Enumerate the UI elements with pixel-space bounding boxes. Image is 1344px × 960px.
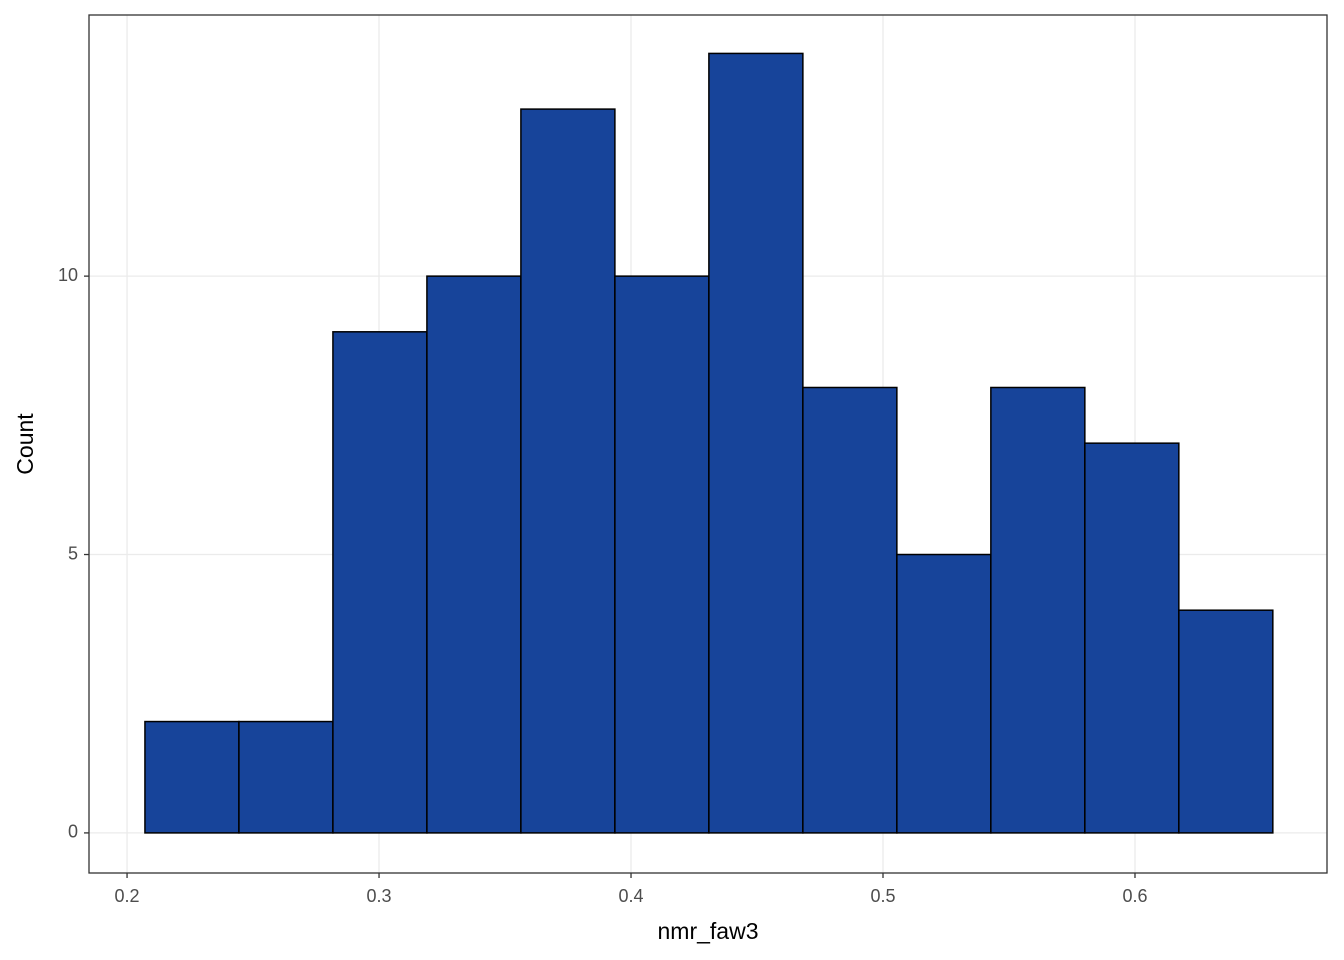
x-tick-label: 0.4 xyxy=(619,886,644,906)
y-tick-label: 10 xyxy=(58,265,78,285)
bar xyxy=(896,553,992,834)
bar xyxy=(708,52,804,834)
y-axis-label: Count xyxy=(12,413,38,475)
y-tick-label: 5 xyxy=(68,543,78,563)
bar xyxy=(990,386,1086,834)
bar xyxy=(614,275,710,834)
bar xyxy=(332,331,428,834)
bar xyxy=(144,720,240,834)
bar xyxy=(426,275,522,834)
bar xyxy=(1084,442,1180,834)
x-tick-label: 0.3 xyxy=(367,886,392,906)
x-tick-label: 0.5 xyxy=(870,886,895,906)
x-axis-label: nmr_faw3 xyxy=(658,918,759,944)
x-tick-label: 0.6 xyxy=(1122,886,1147,906)
bar xyxy=(520,108,616,834)
bar xyxy=(1178,609,1274,834)
bar xyxy=(802,386,898,834)
bar xyxy=(238,720,334,834)
y-tick-label: 0 xyxy=(68,822,78,842)
x-tick-label: 0.2 xyxy=(115,886,140,906)
plot-border xyxy=(88,14,1328,874)
